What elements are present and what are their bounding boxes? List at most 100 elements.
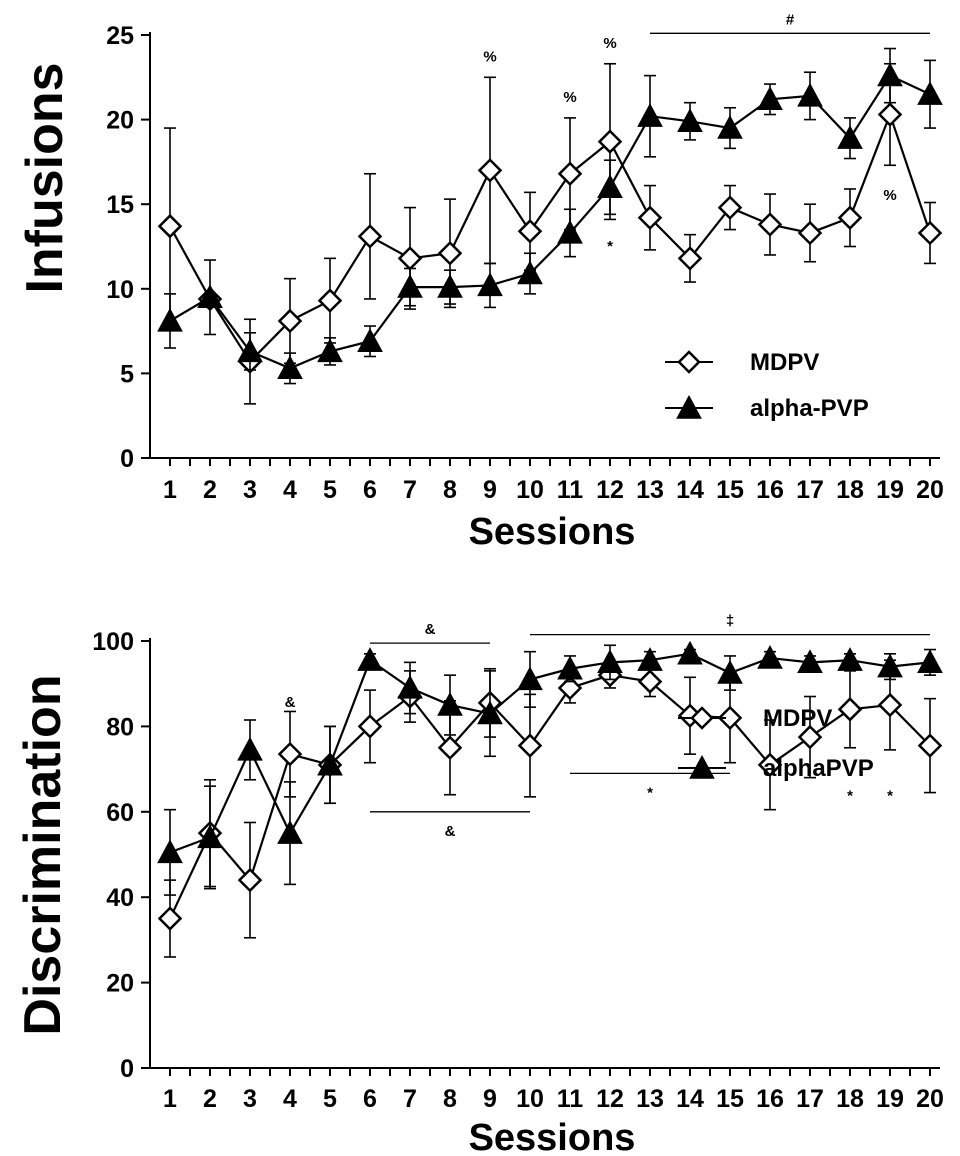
- data-point: [677, 640, 703, 665]
- data-point: [597, 129, 623, 154]
- legend-label: MDPV: [750, 349, 819, 376]
- data-point: [917, 649, 943, 674]
- y-tick-label: 40: [106, 884, 134, 912]
- data-point: [437, 735, 463, 761]
- data-point: [797, 724, 823, 750]
- data-point: [517, 733, 543, 758]
- x-axis-label: Sessions: [469, 1117, 636, 1156]
- data-point: [877, 692, 903, 718]
- legend-marker: [690, 706, 714, 730]
- x-tick-label: 2: [203, 476, 217, 504]
- data-point: [677, 246, 703, 271]
- data-point: [917, 733, 943, 758]
- data-point: [477, 700, 503, 725]
- data-point: [797, 220, 823, 246]
- data-point: [717, 659, 743, 684]
- y-tick-label: 0: [120, 1055, 134, 1083]
- data-point: [437, 241, 463, 266]
- x-tick-label: 8: [443, 476, 457, 504]
- data-point: [837, 697, 863, 722]
- data-point: [277, 308, 303, 334]
- data-point: [557, 655, 583, 680]
- significance-marker: *: [847, 788, 853, 805]
- x-tick-label: 15: [716, 1085, 744, 1113]
- data-point: [357, 714, 383, 739]
- y-tick-label: 20: [106, 107, 134, 135]
- data-point: [277, 355, 303, 380]
- data-point: [357, 328, 383, 352]
- significance-marker: %: [483, 48, 496, 65]
- x-tick-label: 11: [557, 1085, 584, 1113]
- data-point: [917, 220, 943, 246]
- x-tick-label: 9: [483, 476, 497, 504]
- x-tick-label: 5: [323, 1085, 337, 1113]
- significance-marker: *: [887, 788, 893, 805]
- significance-marker: &: [285, 694, 296, 711]
- legend-label: alpha-PVP: [750, 395, 869, 422]
- data-point: [277, 741, 303, 767]
- x-tick-label: 18: [836, 1085, 864, 1113]
- data-point: [557, 675, 583, 701]
- data-point: [637, 103, 663, 127]
- y-tick-label: 100: [92, 628, 134, 656]
- x-tick-label: 17: [796, 476, 824, 504]
- x-tick-label: 18: [836, 476, 864, 504]
- y-axis-label: Infusions: [16, 62, 74, 293]
- data-point: [397, 274, 423, 298]
- y-tick-label: 15: [106, 191, 134, 219]
- data-point: [237, 736, 263, 761]
- x-tick-label: 8: [443, 1085, 457, 1113]
- data-point: [677, 108, 703, 132]
- x-tick-label: 17: [796, 1085, 824, 1113]
- data-point: [757, 645, 783, 669]
- data-point: [437, 274, 463, 298]
- x-tick-label: 6: [363, 1085, 377, 1113]
- x-tick-label: 15: [716, 476, 744, 504]
- y-tick-label: 10: [106, 276, 134, 304]
- data-point: [157, 906, 183, 931]
- data-point: [317, 338, 343, 363]
- x-tick-label: 2: [203, 1085, 217, 1113]
- series-mdpv: [157, 62, 943, 405]
- data-point: [917, 81, 943, 105]
- data-point: [517, 666, 543, 691]
- data-point: [397, 246, 423, 271]
- x-tick-label: 4: [283, 1085, 297, 1113]
- x-tick-label: 1: [163, 476, 177, 504]
- data-point: [477, 158, 503, 183]
- data-point: [637, 669, 663, 694]
- data-point: [717, 195, 743, 220]
- legend-marker: [677, 350, 701, 374]
- y-tick-label: 0: [120, 445, 134, 473]
- significance-marker: %: [883, 187, 896, 204]
- x-axis-label: Sessions: [469, 511, 636, 553]
- data-point: [357, 224, 383, 249]
- data-point: [157, 839, 183, 864]
- x-tick-label: 20: [916, 1085, 944, 1113]
- x-tick-label: 12: [596, 1085, 624, 1113]
- x-tick-label: 3: [243, 476, 257, 504]
- legend-label: alphaPVP: [763, 755, 874, 782]
- x-tick-label: 19: [876, 1085, 904, 1113]
- series-alphapvp: [157, 640, 943, 896]
- data-point: [157, 307, 183, 332]
- x-tick-label: 20: [916, 476, 944, 504]
- data-point: [317, 751, 343, 776]
- significance-marker: *: [607, 238, 613, 255]
- significance-marker: &: [425, 621, 436, 638]
- x-tick-label: 10: [516, 1085, 544, 1113]
- x-tick-label: 7: [403, 476, 417, 504]
- data-point: [757, 212, 783, 237]
- x-tick-label: 4: [283, 476, 297, 504]
- x-tick-label: 6: [363, 476, 377, 504]
- data-point: [837, 205, 863, 231]
- y-tick-label: 25: [106, 22, 134, 50]
- y-axis-label: Discrimination: [14, 674, 72, 1035]
- y-tick-label: 80: [106, 713, 134, 741]
- x-tick-label: 12: [596, 476, 624, 504]
- data-point: [837, 647, 863, 671]
- x-tick-label: 13: [636, 1085, 664, 1113]
